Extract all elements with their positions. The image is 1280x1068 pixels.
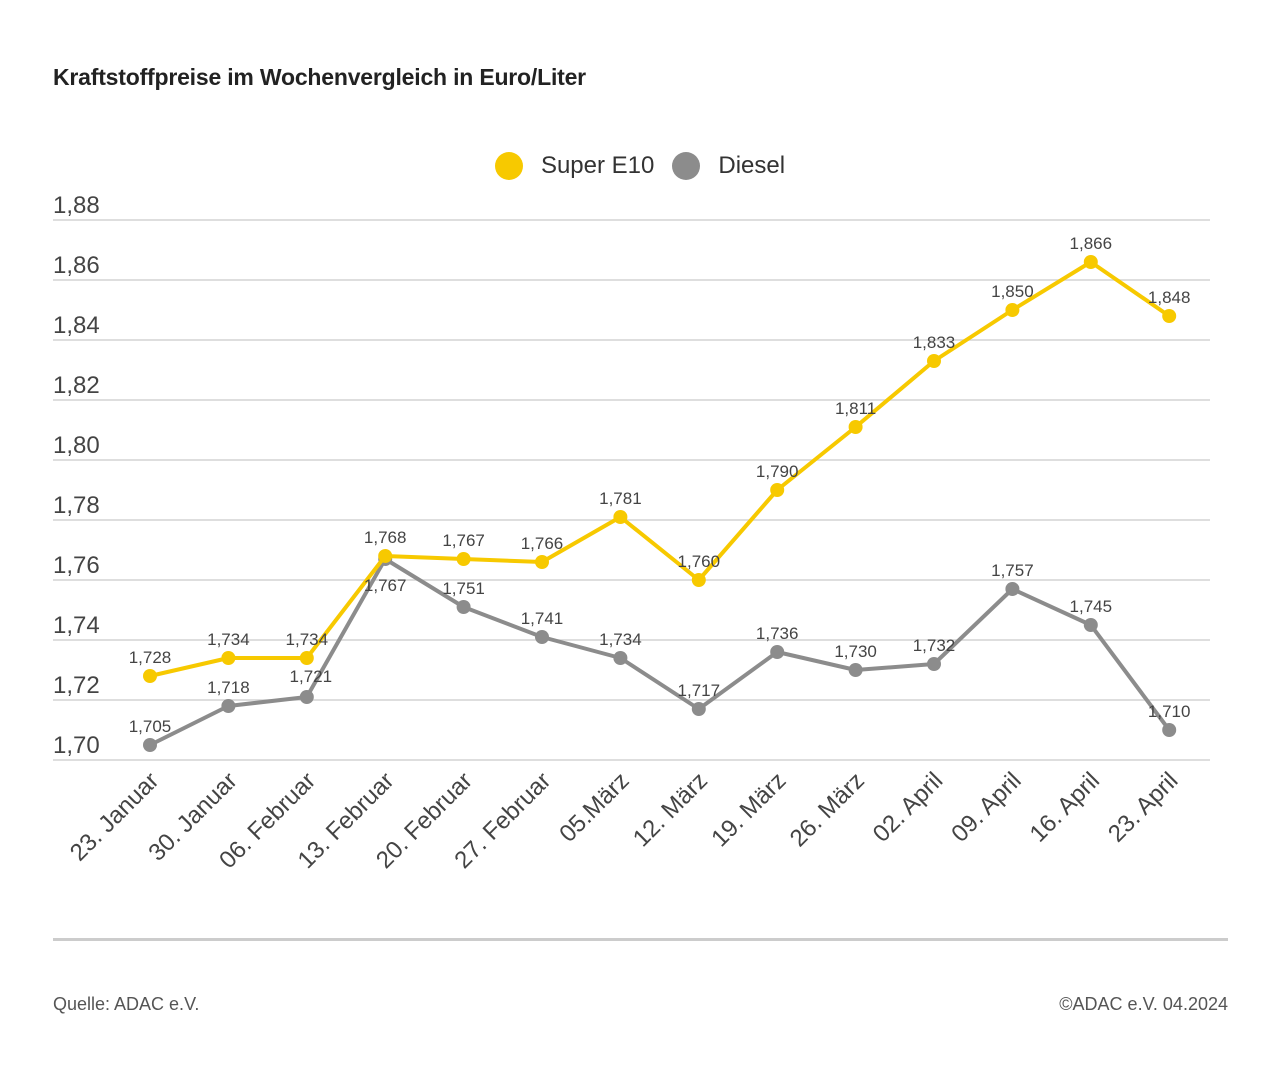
data-point (613, 510, 628, 524)
data-label: 1,790 (756, 462, 799, 481)
legend-swatch-super-e10 (494, 152, 523, 180)
x-tick-label: 16. April (1025, 767, 1105, 847)
y-tick-label: 1,88 (53, 192, 100, 219)
data-point (1005, 582, 1020, 596)
data-label: 1,728 (129, 648, 172, 667)
data-label: 1,736 (756, 624, 799, 643)
data-label: 1,757 (991, 561, 1034, 580)
data-point (1083, 618, 1098, 632)
data-point (378, 549, 393, 563)
x-tick-label: 02. April (868, 767, 948, 847)
y-tick-label: 1,78 (53, 492, 100, 519)
y-tick-label: 1,72 (53, 672, 100, 699)
data-point (770, 645, 785, 659)
data-point (848, 663, 863, 677)
x-tick-label: 05.März (554, 767, 634, 847)
data-label: 1,745 (1070, 597, 1113, 616)
data-label: 1,760 (678, 552, 721, 571)
chart-title: Kraftstoffpreise im Wochenvergleich in E… (53, 64, 586, 90)
data-point (691, 702, 706, 716)
data-point (927, 354, 941, 368)
data-label: 1,767 (442, 531, 485, 550)
data-label: 1,718 (207, 678, 250, 697)
legend-swatch-diesel (672, 152, 701, 180)
data-label: 1,732 (913, 636, 956, 655)
data-label: 1,741 (521, 609, 564, 628)
x-tick-label: 09. April (946, 767, 1026, 847)
data-label: 1,730 (834, 642, 877, 661)
x-tick-label: 12. März (628, 767, 713, 852)
data-label: 1,866 (1070, 234, 1113, 253)
data-label: 1,717 (678, 681, 721, 700)
data-label: 1,848 (1148, 288, 1191, 307)
data-point (848, 420, 863, 434)
legend-item-super-e10: Super E10 (494, 152, 655, 180)
y-tick-label: 1,76 (53, 552, 100, 579)
chart-legend: Super E10 Diesel (0, 152, 1280, 180)
data-label: 1,833 (913, 333, 956, 352)
series-line-super-e10 (148, 260, 1172, 678)
data-label: 1,781 (599, 489, 642, 508)
data-point (299, 690, 314, 704)
data-point (299, 651, 314, 665)
y-tick-label: 1,84 (53, 312, 100, 339)
data-point (221, 699, 236, 713)
data-label: 1,766 (521, 534, 564, 553)
x-tick-label: 19. März (706, 767, 791, 852)
data-label: 1,751 (442, 579, 485, 598)
data-point (927, 657, 941, 671)
data-point (1083, 255, 1098, 269)
data-label: 1,734 (207, 630, 250, 649)
data-label: 1,721 (290, 667, 333, 686)
y-tick-label: 1,82 (53, 372, 100, 399)
legend-label-super-e10: Super E10 (540, 152, 655, 179)
data-label: 1,850 (991, 282, 1034, 301)
data-point (1162, 309, 1177, 323)
data-label: 1,811 (835, 399, 876, 418)
data-label: 1,710 (1148, 702, 1191, 721)
data-label: 1,734 (286, 630, 329, 649)
x-tick-label: 26. März (785, 767, 870, 852)
data-label: 1,767 (364, 576, 407, 595)
y-tick-label: 1,74 (53, 612, 100, 639)
data-point (535, 630, 549, 644)
x-tick-label: 23. April (1103, 767, 1183, 847)
legend-label-diesel: Diesel (718, 152, 786, 179)
y-tick-label: 1,86 (53, 252, 100, 279)
data-point (770, 483, 785, 497)
data-point (613, 651, 628, 665)
data-point (691, 573, 706, 587)
data-label: 1,768 (364, 528, 407, 547)
series-line-diesel (148, 557, 1172, 747)
legend-item-diesel: Diesel (672, 152, 785, 180)
data-point (221, 651, 236, 665)
data-label: 1,734 (599, 630, 642, 649)
footer-divider (53, 938, 1228, 941)
data-point (535, 555, 549, 569)
data-point (143, 738, 157, 752)
copyright-note: ©ADAC e.V. 04.2024 (1059, 994, 1228, 1014)
data-point (143, 669, 157, 683)
data-point (1005, 303, 1020, 317)
source-note: Quelle: ADAC e.V. (53, 994, 200, 1014)
data-point (456, 552, 471, 566)
y-tick-label: 1,80 (53, 432, 100, 459)
y-tick-label: 1,70 (53, 732, 100, 759)
data-point (456, 600, 471, 614)
data-label: 1,705 (129, 717, 172, 736)
data-point (1162, 723, 1177, 737)
